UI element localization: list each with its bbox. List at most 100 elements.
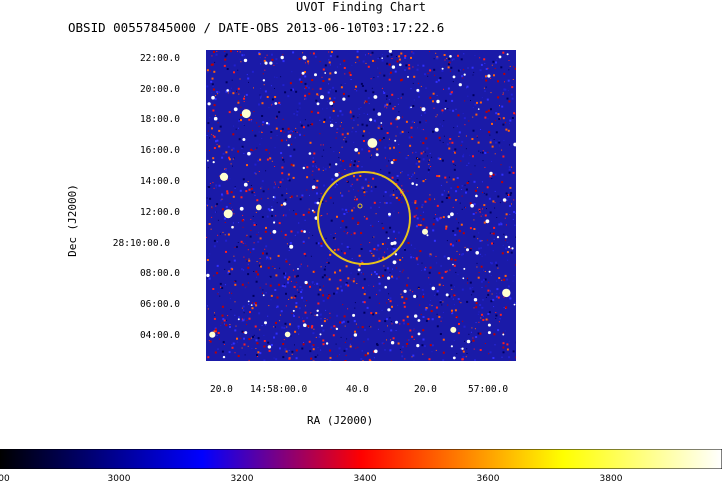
noise-pixel — [415, 151, 417, 153]
star — [274, 102, 278, 105]
noise-pixel — [226, 179, 228, 181]
noise-pixel — [438, 217, 441, 220]
noise-pixel — [400, 293, 402, 295]
noise-pixel — [306, 166, 309, 169]
noise-pixel — [470, 173, 472, 175]
noise-pixel — [500, 164, 502, 166]
star — [213, 116, 218, 121]
noise-pixel — [206, 305, 208, 307]
noise-pixel — [430, 300, 432, 301]
noise-pixel — [303, 300, 305, 302]
noise-pixel — [394, 106, 396, 107]
noise-pixel — [364, 178, 367, 181]
noise-pixel — [243, 337, 245, 340]
noise-pixel — [250, 218, 252, 220]
noise-pixel — [275, 332, 278, 335]
noise-pixel — [508, 171, 511, 174]
noise-pixel — [439, 123, 441, 125]
noise-pixel — [301, 196, 303, 198]
noise-pixel — [286, 188, 288, 190]
noise-pixel — [448, 57, 451, 60]
noise-pixel — [442, 351, 445, 354]
noise-pixel — [484, 278, 487, 281]
noise-pixel — [281, 230, 282, 232]
noise-pixel — [392, 337, 395, 340]
noise-pixel — [348, 71, 351, 74]
noise-pixel — [280, 310, 283, 313]
noise-pixel — [492, 232, 495, 235]
noise-pixel — [458, 323, 460, 325]
star — [262, 79, 266, 82]
noise-pixel — [442, 125, 444, 127]
noise-pixel — [395, 330, 397, 331]
noise-pixel — [237, 69, 239, 71]
noise-pixel — [260, 95, 262, 98]
noise-pixel — [349, 248, 351, 250]
star — [447, 215, 451, 219]
noise-pixel — [435, 349, 437, 351]
noise-pixel — [282, 118, 284, 120]
y-tick-label: 20:00.0 — [139, 84, 180, 95]
noise-pixel — [491, 293, 493, 295]
noise-pixel — [321, 276, 324, 279]
noise-pixel — [422, 224, 424, 226]
noise-pixel — [253, 242, 255, 244]
noise-pixel — [411, 173, 414, 176]
noise-pixel — [367, 352, 369, 355]
noise-pixel — [273, 186, 276, 189]
noise-pixel — [408, 136, 411, 139]
noise-pixel — [262, 292, 263, 294]
star — [488, 270, 491, 273]
noise-pixel — [407, 339, 408, 341]
noise-pixel — [496, 288, 499, 291]
noise-pixel — [324, 168, 327, 171]
star — [504, 235, 508, 239]
noise-pixel — [462, 349, 464, 351]
noise-pixel — [392, 193, 395, 196]
noise-pixel — [418, 95, 420, 98]
noise-pixel — [227, 233, 230, 236]
noise-pixel — [322, 68, 325, 71]
noise-pixel — [452, 160, 455, 163]
noise-pixel — [389, 300, 392, 303]
noise-pixel — [410, 256, 413, 259]
noise-pixel — [271, 206, 273, 208]
noise-pixel — [317, 354, 319, 356]
noise-pixel — [248, 118, 251, 121]
noise-pixel — [388, 78, 391, 81]
noise-pixel — [460, 160, 462, 162]
noise-pixel — [210, 80, 213, 83]
noise-pixel — [509, 123, 510, 125]
noise-pixel — [423, 151, 425, 153]
noise-pixel — [271, 98, 274, 101]
noise-pixel — [442, 285, 444, 286]
noise-pixel — [405, 120, 408, 123]
noise-pixel — [454, 286, 455, 288]
noise-pixel — [323, 118, 326, 121]
noise-pixel — [422, 316, 425, 318]
noise-pixel — [329, 196, 332, 199]
star — [466, 339, 471, 344]
noise-pixel — [421, 128, 423, 130]
noise-pixel — [284, 214, 287, 217]
noise-pixel — [332, 110, 335, 112]
noise-pixel — [481, 286, 483, 288]
noise-pixel — [492, 250, 494, 252]
star — [407, 75, 409, 78]
noise-pixel — [275, 321, 277, 324]
noise-pixel — [298, 307, 301, 310]
star — [335, 327, 339, 331]
noise-pixel — [496, 217, 498, 218]
noise-pixel — [217, 293, 219, 295]
noise-pixel — [374, 60, 376, 62]
noise-pixel — [273, 336, 275, 339]
noise-pixel — [497, 195, 500, 198]
star — [449, 55, 452, 58]
noise-pixel — [221, 314, 224, 317]
noise-pixel — [456, 177, 459, 179]
noise-pixel — [429, 194, 431, 196]
noise-pixel — [503, 139, 505, 141]
noise-pixel — [427, 75, 429, 77]
noise-pixel — [254, 302, 257, 304]
noise-pixel — [231, 268, 234, 271]
